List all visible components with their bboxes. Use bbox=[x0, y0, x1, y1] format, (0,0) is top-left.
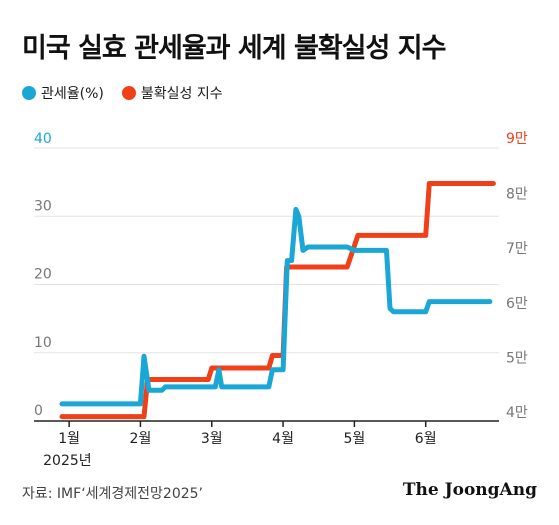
uncertainty-index-line bbox=[59, 181, 496, 420]
tariff-rate-line bbox=[59, 206, 493, 407]
x-axis-tick-label: 1월 bbox=[58, 431, 80, 447]
legend-dot-uncertainty bbox=[121, 86, 136, 100]
chart-title: 미국 실효 관세율과 세계 불확실성 지수 bbox=[22, 33, 446, 64]
legend-item-uncertainty: 불확실성 지수 bbox=[121, 83, 223, 103]
legend-dot-tariff bbox=[22, 86, 36, 100]
left-axis-tick-label: 40 bbox=[34, 131, 52, 147]
x-axis-tick-label: 2월 bbox=[130, 431, 152, 447]
x-axis-tick-label: 3월 bbox=[201, 431, 223, 447]
brand-logo: The JoongAng bbox=[402, 480, 537, 500]
left-axis-tick-label: 30 bbox=[34, 198, 52, 214]
left-axis-tick-label: 20 bbox=[34, 267, 52, 283]
right-axis-tick-label: 4만 bbox=[506, 405, 528, 421]
x-axis-tick-label: 4월 bbox=[272, 431, 294, 447]
x-axis-tick-label: 6월 bbox=[415, 431, 437, 447]
x-axis-tick-label: 5월 bbox=[343, 431, 365, 447]
right-axis-tick-label: 9만 bbox=[506, 131, 528, 147]
legend-label-tariff: 관세율(%) bbox=[41, 86, 104, 102]
right-axis-tick-label: 7만 bbox=[506, 241, 528, 257]
source-note: 자료: IMF‘세계경제전망2025’ bbox=[22, 486, 203, 502]
right-axis-tick-label: 5만 bbox=[506, 350, 528, 366]
right-axis-tick-label: 6만 bbox=[506, 296, 528, 312]
left-axis-tick-label: 0 bbox=[34, 403, 43, 419]
left-axis-tick-label: 10 bbox=[34, 335, 52, 351]
year-label: 2025년 bbox=[43, 453, 92, 469]
right-axis-tick-label: 8만 bbox=[506, 187, 528, 203]
legend-label-uncertainty: 불확실성 지수 bbox=[140, 86, 223, 102]
legend-item-tariff: 관세율(%) bbox=[22, 83, 104, 103]
legend: 관세율(%) 불확실성 지수 bbox=[22, 83, 223, 103]
